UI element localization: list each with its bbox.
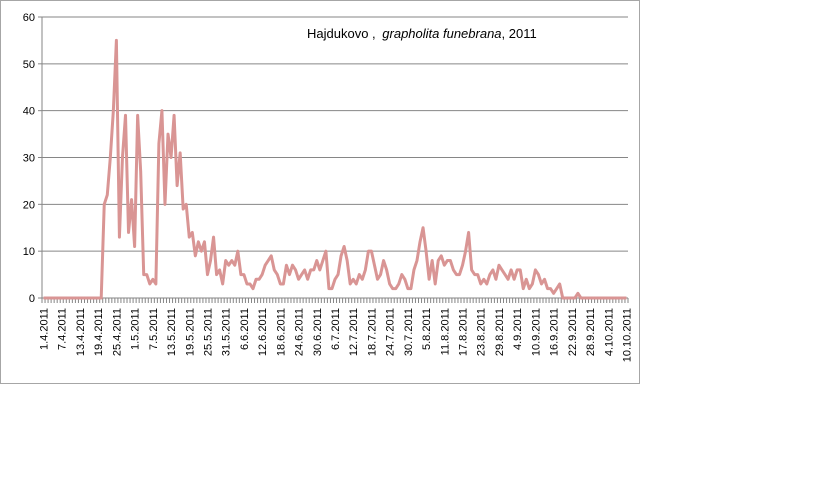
x-tick-label: 29.8.2011 [494, 308, 506, 356]
chart-title-suffix: , 2011 [502, 26, 537, 41]
y-tick-label: 50 [23, 59, 35, 71]
y-axis: 0 10 20 30 40 50 60 [23, 12, 43, 305]
x-tick-label: 7.4.2011 [57, 308, 69, 350]
x-tick-label: 25.4.2011 [111, 308, 123, 356]
chart-title: Hajdukovo , grapholita funebrana, 2011 [307, 26, 537, 41]
x-tick-label: 25.5.2011 [202, 308, 214, 356]
y-tick-label: 30 [23, 153, 35, 165]
x-tick-label: 16.9.2011 [549, 308, 561, 356]
series-layer [43, 38, 627, 300]
x-tick-label: 4.9.2011 [512, 308, 524, 350]
x-tick-label: 24.6.2011 [294, 308, 306, 356]
x-tick-label: 24.7.2011 [385, 308, 397, 356]
chart-title-prefix: Hajdukovo , [307, 26, 376, 41]
y-tick-label: 40 [23, 106, 35, 118]
x-tick-label: 1.4.2011 [39, 308, 51, 350]
x-tick-label: 1.5.2011 [130, 308, 142, 350]
x-tick-label: 19.4.2011 [93, 308, 105, 356]
x-tick-label: 13.5.2011 [166, 308, 178, 356]
x-tick-label: 12.7.2011 [348, 308, 360, 356]
x-tick-label: 17.8.2011 [458, 308, 470, 356]
y-tick-label: 0 [29, 293, 35, 305]
y-tick-label: 10 [23, 246, 35, 258]
x-tick-label: 11.8.2011 [439, 308, 451, 355]
x-tick-label: 31.5.2011 [221, 308, 233, 356]
x-tick-label: 23.8.2011 [476, 308, 488, 356]
x-tick-label: 22.9.2011 [567, 308, 579, 356]
series-line [43, 38, 627, 300]
chart-area: 1.4.2011 7.4.2011 13.4.2011 19.4.2011 25.4.2… [0, 0, 640, 384]
x-tick-label: 19.5.2011 [184, 308, 196, 356]
x-tick-label: 5.8.2011 [421, 308, 433, 350]
x-tick-label: 18.7.2011 [366, 308, 378, 356]
y-tick-label: 60 [23, 12, 35, 24]
x-tick-label: 4.10.2011 [603, 308, 615, 356]
chart-title-italic: grapholita funebrana [382, 26, 501, 41]
x-axis: 1.4.2011 7.4.2011 13.4.2011 19.4.2011 25.4.2… [39, 297, 633, 362]
x-tick-label: 6.7.2011 [330, 308, 342, 350]
x-tick-label: 12.6.2011 [257, 308, 269, 356]
x-tick-label: 30.6.2011 [312, 308, 324, 356]
x-tick-label: 18.6.2011 [275, 308, 287, 356]
x-tick-label: 28.9.2011 [585, 308, 597, 356]
x-tick-label: 13.4.2011 [75, 308, 87, 356]
x-tick-label: 30.7.2011 [403, 308, 415, 356]
x-tick-label: 7.5.2011 [148, 308, 160, 350]
line-chart: 1.4.2011 7.4.2011 13.4.2011 19.4.2011 25.4.2… [23, 12, 634, 362]
x-tick-label: 10.10.2011 [621, 308, 633, 362]
x-tick-label: 6.6.2011 [239, 308, 251, 350]
x-tick-label: 10.9.2011 [530, 308, 542, 356]
y-tick-label: 20 [23, 199, 35, 211]
